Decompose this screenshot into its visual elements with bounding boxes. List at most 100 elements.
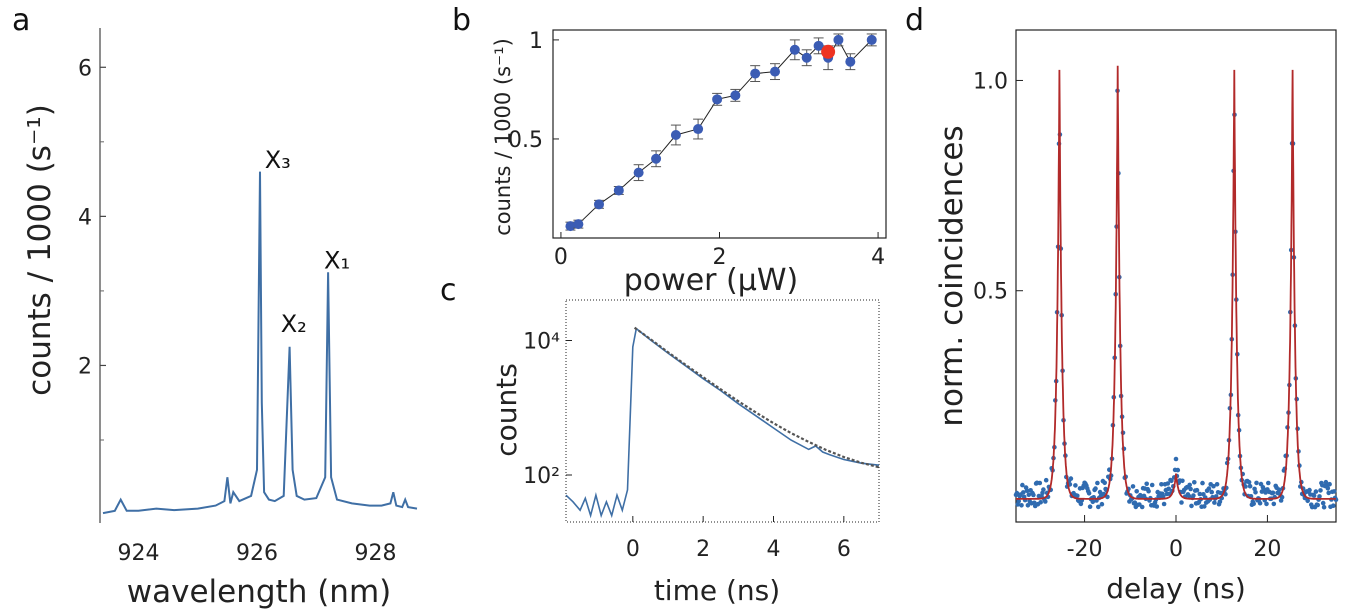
coincidence-point bbox=[1086, 491, 1092, 496]
panel-d-y-label: norm. coincidences bbox=[934, 125, 970, 426]
panel-a-x-tick-label: 924 bbox=[118, 541, 160, 566]
coincidence-point bbox=[1149, 482, 1155, 488]
panel-c-letter: c bbox=[440, 273, 457, 308]
coincidence-point bbox=[1021, 490, 1026, 495]
data-point bbox=[833, 34, 844, 45]
highlighted-point bbox=[821, 44, 836, 59]
coincidence-point bbox=[1264, 501, 1269, 507]
coincidence-point bbox=[1257, 500, 1263, 506]
coincidence-point bbox=[1095, 480, 1100, 486]
coincidence-point bbox=[1043, 499, 1048, 504]
coincidence-point bbox=[1251, 501, 1256, 507]
coincidence-point bbox=[1179, 500, 1184, 505]
coincidence-point bbox=[1214, 482, 1220, 487]
data-point bbox=[593, 199, 604, 210]
data-point bbox=[750, 68, 761, 79]
panel-b-y-tick-label: 0.5 bbox=[508, 128, 543, 153]
coincidence-point bbox=[1307, 487, 1312, 493]
coincidence-point bbox=[1206, 486, 1212, 491]
coincidence-point bbox=[1266, 480, 1271, 486]
coincidence-point bbox=[1253, 490, 1258, 495]
coincidence-point bbox=[1331, 489, 1337, 494]
lifetime-panel: 10² 10⁴ 0 2 4 6 time (ns) counts bbox=[490, 299, 880, 607]
coincidence-point bbox=[1166, 486, 1171, 492]
spectrum-panel: 2 4 6 924 926 928 X₃ X₂ X₁ wavelength (nm) cou… bbox=[22, 28, 418, 610]
data-point bbox=[801, 52, 812, 63]
panel-b-x-tick-label: 4 bbox=[871, 245, 885, 270]
coincidence-point bbox=[1212, 500, 1217, 505]
panel-d-y-tick-label: 0.5 bbox=[973, 280, 1008, 305]
data-point bbox=[670, 129, 681, 140]
coincidence-point bbox=[1160, 494, 1166, 499]
peak-label: X₃ bbox=[265, 146, 291, 174]
coincidence-point bbox=[1325, 486, 1331, 491]
panel-c-y-tick-label: 10⁴ bbox=[523, 329, 560, 354]
coincidence-point bbox=[1313, 489, 1319, 494]
coincidence-point bbox=[1315, 502, 1320, 508]
coincidence-point bbox=[1024, 488, 1030, 494]
coincidence-point bbox=[1254, 480, 1259, 486]
coincidence-point bbox=[1130, 484, 1136, 489]
panel-c-x-tick-label: 4 bbox=[766, 537, 780, 562]
coincidence-point bbox=[1318, 488, 1323, 493]
coincidence-point bbox=[1186, 493, 1192, 499]
panel-c-x-ticks: 0 2 4 6 bbox=[626, 516, 851, 562]
panel-d-x-tick-label: 0 bbox=[1169, 537, 1183, 562]
panel-d-x-tick-label: 20 bbox=[1253, 537, 1281, 562]
coincidence-point bbox=[1159, 482, 1164, 487]
coincidence-point bbox=[1246, 479, 1252, 485]
panel-d-letter: d bbox=[905, 3, 924, 38]
data-point bbox=[573, 219, 584, 230]
data-point bbox=[813, 40, 824, 51]
coincidence-point bbox=[1068, 476, 1074, 481]
coincidence-point bbox=[1097, 489, 1103, 495]
panel-d-x-label: delay (ns) bbox=[1106, 572, 1246, 605]
coincidence-point bbox=[1323, 479, 1329, 485]
panel-c-y-tick-label: 10² bbox=[523, 464, 560, 489]
panel-d-x-ticks: -20 0 20 bbox=[1067, 515, 1281, 562]
coincidence-point bbox=[1189, 503, 1194, 509]
coincidence-point bbox=[1102, 480, 1107, 486]
panel-c-x-tick-label: 2 bbox=[696, 537, 710, 562]
data-point bbox=[789, 44, 800, 55]
coincidence-point bbox=[1311, 493, 1317, 498]
coincidence-point bbox=[1043, 477, 1049, 483]
coincidence-point bbox=[1209, 489, 1214, 495]
panel-d-y-ticks: 0.5 1.0 bbox=[973, 69, 1023, 305]
peak-label: X₁ bbox=[324, 247, 350, 275]
panel-c-x-tick-label: 6 bbox=[837, 537, 851, 562]
panel-c-frame bbox=[565, 299, 880, 523]
coincidence-point bbox=[1188, 486, 1193, 492]
coincidence-point bbox=[1187, 482, 1192, 488]
data-point bbox=[633, 167, 644, 178]
coincidence-point bbox=[1134, 489, 1139, 494]
coincidence-point bbox=[1144, 481, 1149, 487]
g2-panel: 0.5 1.0 -20 0 20 delay (ns) norm. coinciden… bbox=[934, 29, 1339, 605]
saturation-points bbox=[565, 33, 877, 232]
coincidence-points bbox=[1013, 88, 1339, 510]
coincidence-point bbox=[1146, 488, 1151, 494]
coincidence-point bbox=[1169, 478, 1174, 484]
coincidence-point bbox=[1093, 486, 1098, 491]
coincidence-point bbox=[1191, 493, 1196, 498]
coincidence-point bbox=[1038, 500, 1043, 505]
panel-b-x-label: power (μW) bbox=[624, 263, 798, 298]
coincidence-point bbox=[1173, 456, 1179, 462]
panel-a-letter: a bbox=[12, 3, 30, 38]
panel-b-y-label: counts / 1000 (s⁻¹) bbox=[491, 38, 515, 236]
panel-a-x-tick-label: 928 bbox=[355, 541, 397, 566]
coincidence-point bbox=[1277, 487, 1282, 493]
coincidence-point bbox=[1037, 480, 1043, 486]
data-point bbox=[866, 34, 877, 45]
coincidence-point bbox=[1202, 504, 1207, 509]
coincidence-point bbox=[1087, 504, 1093, 510]
panel-b-x-tick-label: 2 bbox=[713, 245, 727, 270]
coincidence-point bbox=[1200, 480, 1205, 486]
panel-b-letter: b bbox=[452, 3, 471, 38]
coincidence-point bbox=[1078, 501, 1084, 507]
coincidence-point bbox=[1180, 478, 1185, 484]
coincidence-point bbox=[1165, 481, 1171, 486]
coincidence-point bbox=[1073, 483, 1078, 488]
coincidence-point bbox=[1031, 492, 1036, 498]
